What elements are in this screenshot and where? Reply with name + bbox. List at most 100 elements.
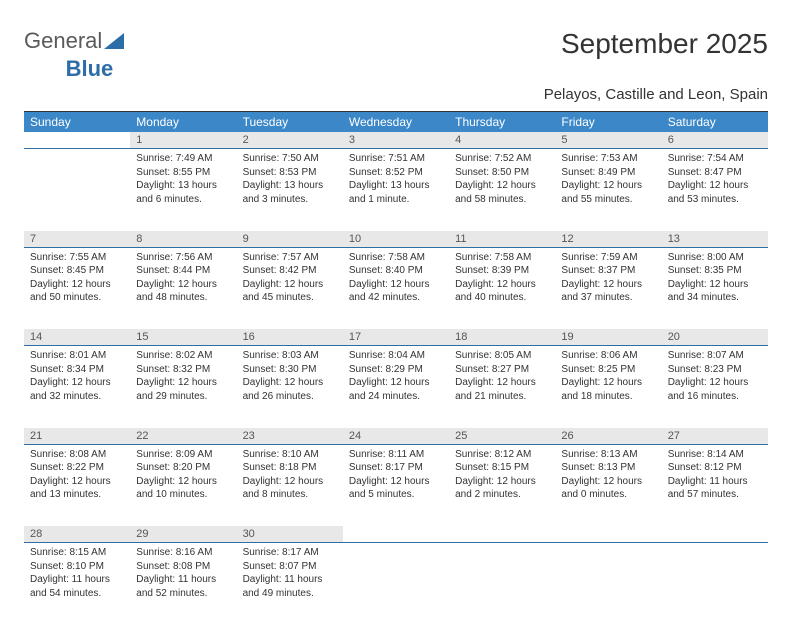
day-number: 21 (24, 428, 130, 445)
daylight-text: Daylight: 12 hours and 24 minutes. (349, 376, 443, 403)
sunset-text: Sunset: 8:45 PM (30, 264, 124, 278)
day-number: 17 (343, 329, 449, 346)
day-number: 27 (662, 428, 768, 445)
day-number: 3 (343, 132, 449, 149)
day-number: 22 (130, 428, 236, 445)
day-number: 29 (130, 526, 236, 543)
day-cell-body: Sunrise: 8:08 AMSunset: 8:22 PMDaylight:… (24, 445, 130, 508)
daylight-text: Daylight: 12 hours and 32 minutes. (30, 376, 124, 403)
daylight-text: Daylight: 12 hours and 18 minutes. (561, 376, 655, 403)
day-number: 19 (555, 329, 661, 346)
day-cell-body: Sunrise: 7:58 AMSunset: 8:39 PMDaylight:… (449, 248, 555, 311)
sunrise-text: Sunrise: 7:58 AM (349, 251, 443, 265)
day-number: 2 (237, 132, 343, 149)
day-number: 6 (662, 132, 768, 149)
sunrise-text: Sunrise: 8:12 AM (455, 448, 549, 462)
day-cell: Sunrise: 7:50 AMSunset: 8:53 PMDaylight:… (237, 149, 343, 231)
daylight-text: Daylight: 12 hours and 45 minutes. (243, 278, 337, 305)
sunset-text: Sunset: 8:35 PM (668, 264, 762, 278)
week-body-row: Sunrise: 8:15 AMSunset: 8:10 PMDaylight:… (24, 543, 768, 625)
day-cell: Sunrise: 8:02 AMSunset: 8:32 PMDaylight:… (130, 346, 236, 428)
day-number: 7 (24, 231, 130, 248)
sunset-text: Sunset: 8:52 PM (349, 166, 443, 180)
day-header: Monday (130, 112, 236, 132)
sunrise-text: Sunrise: 8:05 AM (455, 349, 549, 363)
sunset-text: Sunset: 8:44 PM (136, 264, 230, 278)
day-number (662, 526, 768, 543)
sunset-text: Sunset: 8:13 PM (561, 461, 655, 475)
daylight-text: Daylight: 12 hours and 10 minutes. (136, 475, 230, 502)
week-body-row: Sunrise: 7:55 AMSunset: 8:45 PM Daylight:… (24, 247, 768, 329)
day-cell: Sunrise: 7:53 AMSunset: 8:49 PMDaylight:… (555, 149, 661, 231)
daylight-text: Daylight: 12 hours and 21 minutes. (455, 376, 549, 403)
sunrise-text: Sunrise: 8:14 AM (668, 448, 762, 462)
sunrise-text: Sunrise: 7:55 AM (30, 251, 124, 265)
daylight-text: Daylight: 12 hours and 34 minutes. (668, 278, 762, 305)
day-cell-body: Sunrise: 8:10 AMSunset: 8:18 PMDaylight:… (237, 445, 343, 508)
day-cell-body: Sunrise: 7:59 AMSunset: 8:37 PMDaylight:… (555, 248, 661, 311)
daylight-text: Daylight: 13 hours and 3 minutes. (243, 179, 337, 206)
day-header: Saturday (662, 112, 768, 132)
day-number: 1 (130, 132, 236, 149)
calendar-table: Sunday Monday Tuesday Wednesday Thursday… (24, 112, 768, 625)
sunset-text: Sunset: 8:07 PM (243, 560, 337, 574)
day-cell: Sunrise: 8:10 AMSunset: 8:18 PMDaylight:… (237, 444, 343, 526)
day-header-row: Sunday Monday Tuesday Wednesday Thursday… (24, 112, 768, 132)
week-body-row: Sunrise: 8:01 AMSunset: 8:34 PMDaylight:… (24, 346, 768, 428)
day-number-row: 78910111213 (24, 231, 768, 248)
sunrise-text: Sunrise: 7:53 AM (561, 152, 655, 166)
day-cell-body: Sunrise: 7:50 AMSunset: 8:53 PMDaylight:… (237, 149, 343, 212)
day-number: 4 (449, 132, 555, 149)
day-cell-body: Sunrise: 7:54 AMSunset: 8:47 PMDaylight:… (662, 149, 768, 212)
sunrise-text: Sunrise: 8:17 AM (243, 546, 337, 560)
sunset-text: Sunset: 8:42 PM (243, 264, 337, 278)
day-number: 16 (237, 329, 343, 346)
sunset-text: Sunset: 8:34 PM (30, 363, 124, 377)
sunset-text: Sunset: 8:39 PM (455, 264, 549, 278)
daylight-text: Daylight: 12 hours and 42 minutes. (349, 278, 443, 305)
day-cell: Sunrise: 8:03 AMSunset: 8:30 PMDaylight:… (237, 346, 343, 428)
sunrise-text: Sunrise: 8:06 AM (561, 349, 655, 363)
sunset-text: Sunset: 8:37 PM (561, 264, 655, 278)
sunset-text: Sunset: 8:27 PM (455, 363, 549, 377)
day-number: 20 (662, 329, 768, 346)
daylight-text: Daylight: 13 hours and 6 minutes. (136, 179, 230, 206)
day-cell-body: Sunrise: 8:17 AMSunset: 8:07 PMDaylight:… (237, 543, 343, 606)
daylight-text: Daylight: 12 hours and 53 minutes. (668, 179, 762, 206)
logo-text-2: Blue (66, 56, 114, 82)
sunrise-text: Sunrise: 8:15 AM (30, 546, 124, 560)
day-cell: Sunrise: 8:01 AMSunset: 8:34 PMDaylight:… (24, 346, 130, 428)
day-cell: Sunrise: 8:06 AMSunset: 8:25 PMDaylight:… (555, 346, 661, 428)
sunset-text: Sunset: 8:12 PM (668, 461, 762, 475)
daylight-text: Daylight: 12 hours and 8 minutes. (243, 475, 337, 502)
daylight-text: Daylight: 12 hours and 55 minutes. (561, 179, 655, 206)
day-cell: Sunrise: 8:15 AMSunset: 8:10 PMDaylight:… (24, 543, 130, 625)
sunrise-text: Sunrise: 7:57 AM (243, 251, 337, 265)
day-cell: Sunrise: 7:54 AMSunset: 8:47 PMDaylight:… (662, 149, 768, 231)
day-header: Sunday (24, 112, 130, 132)
day-cell-body: Sunrise: 7:55 AMSunset: 8:45 PMDaylight:… (24, 248, 130, 311)
day-number (449, 526, 555, 543)
logo-triangle-icon (104, 33, 124, 49)
day-cell-body: Sunrise: 7:49 AMSunset: 8:55 PMDaylight:… (130, 149, 236, 212)
week-body-row: Sunrise: 7:49 AMSunset: 8:55 PMDaylight:… (24, 149, 768, 231)
sunset-text: Sunset: 8:30 PM (243, 363, 337, 377)
daylight-text: Daylight: 11 hours and 57 minutes. (668, 475, 762, 502)
sunrise-text: Sunrise: 7:50 AM (243, 152, 337, 166)
day-number-row: 123456 (24, 132, 768, 149)
day-cell-body: Sunrise: 8:13 AMSunset: 8:13 PMDaylight:… (555, 445, 661, 508)
daylight-text: Daylight: 12 hours and 16 minutes. (668, 376, 762, 403)
day-cell: Sunrise: 8:07 AMSunset: 8:23 PMDaylight:… (662, 346, 768, 428)
day-cell-body: Sunrise: 8:09 AMSunset: 8:20 PMDaylight:… (130, 445, 236, 508)
day-number (343, 526, 449, 543)
daylight-text: Daylight: 11 hours and 54 minutes. (30, 573, 124, 600)
day-number: 13 (662, 231, 768, 248)
day-number: 15 (130, 329, 236, 346)
daylight-text: Daylight: 12 hours and 40 minutes. (455, 278, 549, 305)
day-cell: Sunrise: 8:08 AMSunset: 8:22 PMDaylight:… (24, 444, 130, 526)
day-cell-body: Sunrise: 8:14 AMSunset: 8:12 PMDaylight:… (662, 445, 768, 508)
sunrise-text: Sunrise: 8:04 AM (349, 349, 443, 363)
sunrise-text: Sunrise: 7:59 AM (561, 251, 655, 265)
sunrise-text: Sunrise: 8:07 AM (668, 349, 762, 363)
daylight-text: Daylight: 12 hours and 48 minutes. (136, 278, 230, 305)
